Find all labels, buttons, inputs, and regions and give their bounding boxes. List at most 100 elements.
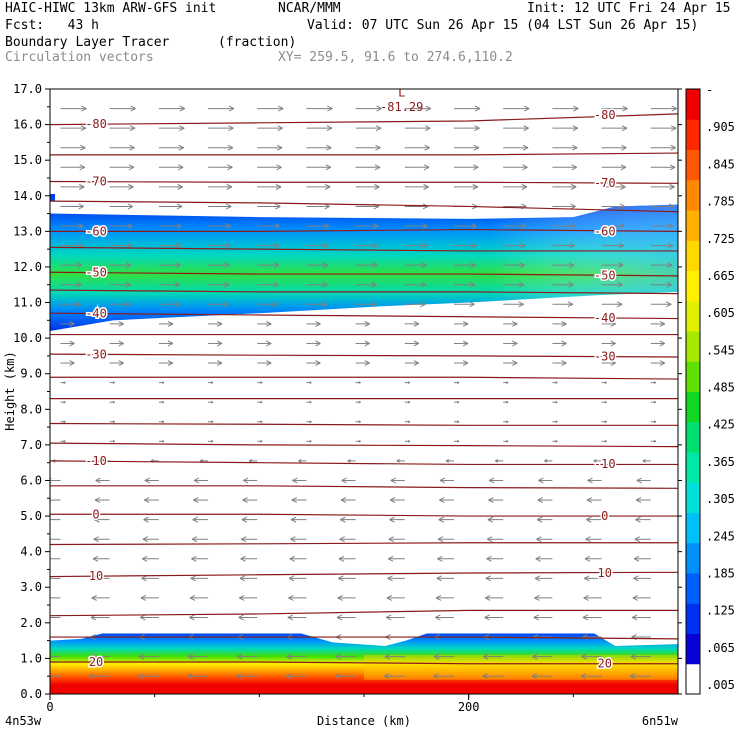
colorbar-label: .485	[706, 381, 735, 395]
circulation-vector	[404, 340, 420, 347]
forecast-hour: Fcst: 43 h	[5, 18, 99, 33]
y-tick-label: 4.0	[20, 545, 42, 559]
circulation-vector	[109, 262, 132, 269]
circulation-vector	[454, 242, 477, 249]
valid-time: Valid: 07 UTC Sun 26 Apr 15 (04 LST Sun …	[307, 18, 699, 33]
circulation-vector	[144, 477, 159, 484]
circulation-vector	[454, 301, 475, 308]
circulation-vector	[601, 203, 626, 210]
circulation-vector	[650, 281, 673, 288]
y-tick-label: 6.0	[20, 473, 42, 487]
circulation-vector	[650, 301, 672, 308]
circulation-vector	[93, 536, 110, 543]
circulation-vector	[433, 673, 455, 680]
circulation-vector	[632, 594, 651, 601]
circulation-vector	[584, 575, 602, 582]
circulation-vector	[438, 516, 455, 523]
colorbar-swatch	[686, 573, 700, 604]
y-tick-label: 3.0	[20, 580, 42, 594]
temperature-contour	[50, 571, 678, 578]
tracer-pbl-warm	[364, 654, 678, 680]
circulation-vector	[141, 575, 159, 582]
colorbar-swatch	[686, 149, 700, 181]
circulation-vector	[340, 497, 356, 503]
circulation-vector	[89, 653, 110, 660]
temperature-contour	[50, 661, 678, 665]
circulation-vector	[485, 594, 504, 601]
circulation-vector	[208, 360, 223, 366]
circulation-vector	[552, 301, 574, 308]
circulation-vector	[158, 440, 165, 443]
circulation-vector	[355, 360, 370, 366]
circulation-vector	[650, 242, 674, 249]
circulation-vector	[109, 301, 131, 308]
circulation-vector	[650, 381, 657, 384]
plot-frame	[49, 88, 679, 695]
temperature-contour	[50, 246, 678, 252]
circulation-vector	[389, 497, 405, 503]
circulation-vector	[306, 183, 331, 190]
circulation-vector	[158, 125, 185, 132]
circulation-vector	[187, 653, 209, 660]
circulation-vector	[306, 381, 312, 384]
circulation-vector	[650, 105, 677, 112]
circulation-vector	[355, 223, 379, 229]
circulation-vector	[60, 125, 87, 132]
temperature-contour	[50, 636, 678, 640]
circulation-vector	[257, 301, 278, 308]
circulation-vector	[306, 320, 321, 327]
contour-label: -80	[85, 117, 107, 131]
circulation-vector	[94, 516, 110, 523]
contour-label: -40	[85, 307, 107, 321]
circulation-vector	[601, 125, 628, 132]
field-name: Boundary Layer Tracer	[5, 35, 170, 50]
circulation-vector	[586, 516, 602, 523]
circulation-vector	[257, 164, 282, 171]
colorbar-label: .785	[706, 195, 735, 209]
circulation-vector	[109, 320, 124, 327]
circulation-vector	[60, 223, 84, 229]
circulation-vector	[94, 497, 110, 503]
colorbar-swatch	[686, 542, 700, 574]
circulation-vector	[60, 360, 75, 366]
circulation-vector	[336, 614, 356, 621]
circulation-vector	[355, 125, 382, 132]
circulation-vector	[650, 360, 666, 366]
circulation-vector	[404, 301, 426, 308]
circulation-vector	[257, 105, 284, 112]
circulation-vector	[404, 164, 430, 171]
circulation-vector	[143, 497, 159, 503]
circulation-vector	[257, 262, 280, 269]
circulation-vector	[355, 320, 370, 327]
circulation-vector	[454, 164, 479, 171]
circulation-vector	[454, 125, 480, 132]
circulation-vector	[484, 614, 504, 621]
circulation-vector	[142, 536, 159, 543]
circulation-vector	[158, 203, 183, 210]
circulation-vector	[306, 262, 329, 269]
circulation-vector	[552, 262, 575, 269]
circulation-vector	[285, 673, 307, 680]
colorbar-label: .425	[706, 418, 735, 432]
contour-label: -60	[594, 224, 616, 238]
circulation-vector	[531, 673, 553, 680]
circulation-vector	[650, 223, 674, 229]
circulation-vector	[601, 420, 607, 424]
circulation-vector	[650, 440, 657, 443]
circulation-vector	[109, 340, 124, 347]
circulation-vector	[650, 400, 657, 404]
circulation-vector	[534, 575, 553, 582]
circulation-vector	[109, 183, 134, 190]
circulation-vector	[88, 673, 110, 680]
circulation-vector	[208, 164, 233, 171]
circulation-vector	[50, 516, 61, 523]
circulation-vector	[535, 555, 553, 562]
circulation-vector	[503, 400, 509, 404]
circulation-vector	[404, 420, 411, 424]
circulation-vector	[650, 340, 666, 347]
circulation-vector	[387, 555, 405, 562]
colorbar-swatch	[686, 119, 700, 150]
circulation-vector	[503, 381, 509, 384]
circulation-vector	[306, 420, 312, 424]
circulation-vector	[355, 105, 382, 112]
